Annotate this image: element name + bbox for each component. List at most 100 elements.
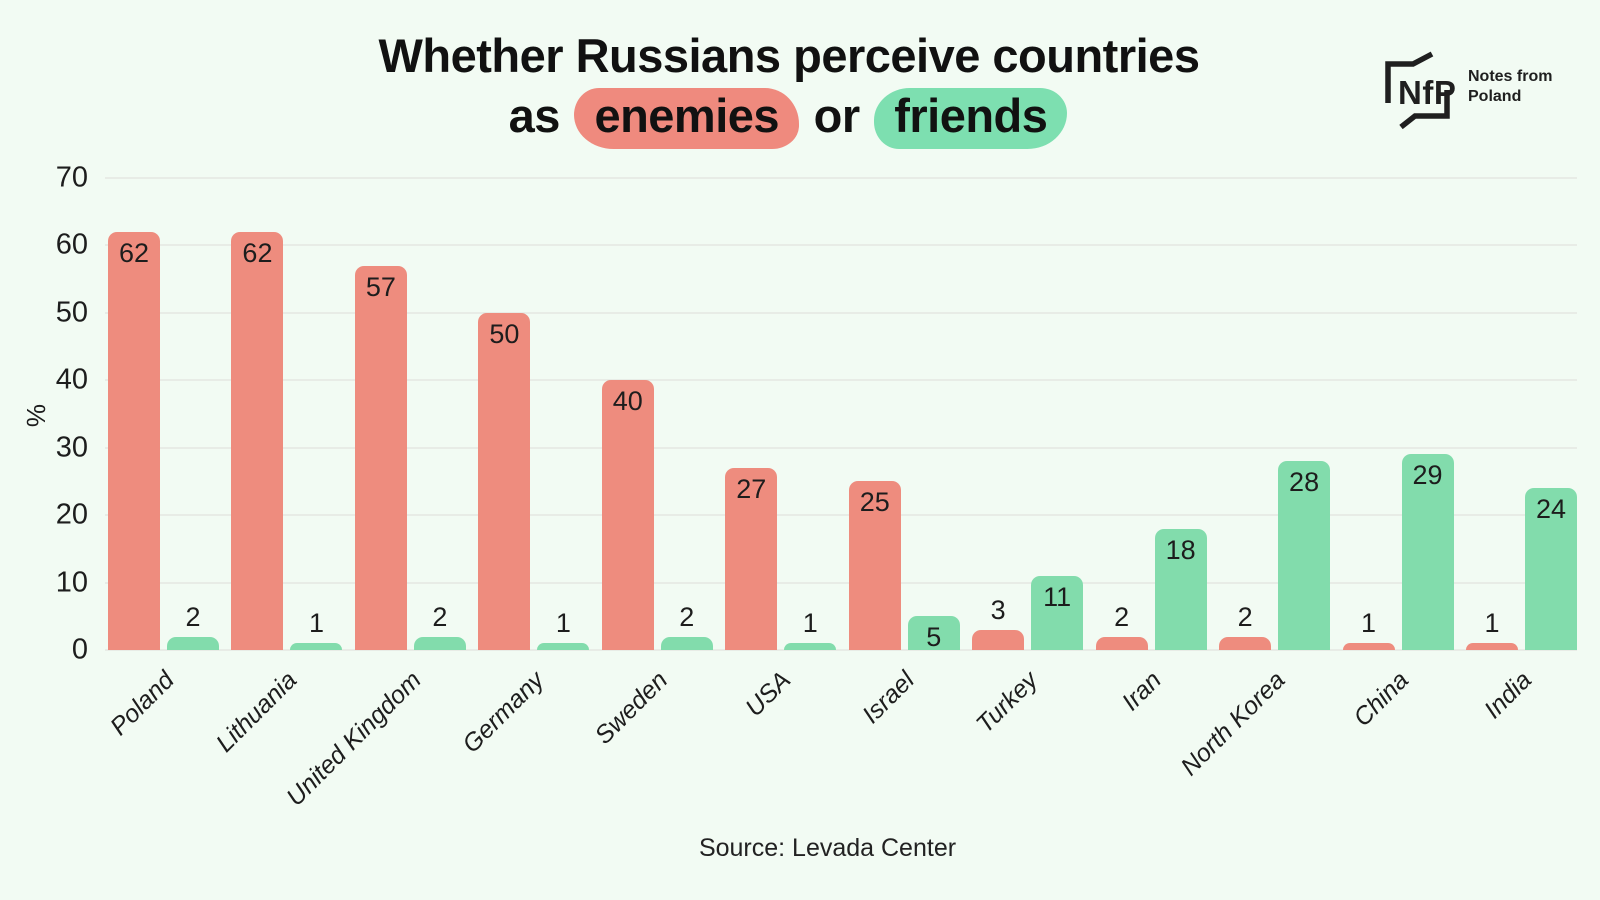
- bar-value-label: 2: [679, 601, 695, 632]
- bar-friends: 18: [1154, 528, 1207, 650]
- bar-value-label: 40: [612, 386, 643, 417]
- y-tick-label: 0: [71, 633, 88, 666]
- bar-value-label: 18: [1165, 534, 1196, 565]
- gridline: [105, 582, 1577, 584]
- bar-value-label: 1: [308, 608, 324, 639]
- y-tick-label: 50: [55, 296, 88, 329]
- bar-value-label: 2: [432, 601, 448, 632]
- gridline: [105, 244, 1577, 246]
- bar-enemies: 50: [478, 312, 531, 650]
- x-axis-label: Israel: [856, 666, 921, 730]
- logo-monogram: NfP: [1398, 74, 1457, 111]
- bar-enemies: 57: [354, 265, 407, 650]
- logo-name-line-2: Poland: [1468, 88, 1522, 105]
- friends-highlight: friends: [874, 88, 1068, 150]
- bar-group: 3 11 Turkey: [971, 178, 1084, 739]
- x-axis-label: Sweden: [589, 666, 674, 750]
- bar-group: 27 1 USA: [725, 178, 837, 722]
- bar-group: 62 1 Lithuania: [211, 178, 343, 758]
- title-conjunction: or: [813, 89, 861, 143]
- bar-enemies: 27: [725, 467, 778, 650]
- bar-value-label: 28: [1289, 467, 1320, 498]
- logo-name-line-1: Notes from: [1468, 68, 1553, 85]
- bar-friends: 11: [1031, 575, 1084, 650]
- y-tick-label: 30: [55, 431, 88, 464]
- bar-group: 50 1 Germany: [457, 178, 590, 758]
- x-axis-label: North Korea: [1175, 666, 1291, 782]
- title-line-1: Whether Russians perceive countries: [378, 29, 1200, 82]
- bar-value-label: 1: [802, 608, 818, 639]
- bar-value-label: 1: [555, 608, 571, 639]
- x-axis-label: Turkey: [970, 666, 1044, 739]
- bar-friends: 29: [1401, 454, 1454, 650]
- bar-value-label: 62: [118, 237, 150, 268]
- bar-value-label: 29: [1412, 460, 1443, 491]
- y-axis-ticks: 0 10 20 30 40 50 60 70: [10, 162, 88, 666]
- x-axis-label: China: [1347, 666, 1414, 732]
- bar-groups: 62 2 Poland 62 1 Lithuania 57 2 United Kingdom 50…: [104, 178, 1577, 812]
- bar-group: 25 5 Israel: [848, 178, 960, 729]
- bar-enemies: 62: [108, 231, 160, 650]
- bar-group: 1 24 India: [1465, 178, 1577, 724]
- bar-enemies: 1: [1342, 608, 1395, 650]
- x-axis-label: Germany: [457, 666, 550, 759]
- bar-friends: 1: [290, 608, 343, 650]
- bar-value-label: 1: [1361, 608, 1377, 639]
- bar-group: 62 2 Poland: [104, 178, 219, 741]
- bar-value-label: 2: [1114, 601, 1130, 632]
- bar-friends: 2: [167, 602, 219, 650]
- x-axis-label: Iran: [1116, 666, 1167, 717]
- bar-group: 57 2 United Kingdom: [281, 178, 466, 812]
- x-axis-label: Lithuania: [211, 666, 303, 758]
- bar-enemies: 2: [1219, 602, 1272, 650]
- bar-friends: 2: [660, 602, 713, 650]
- bar-group: 2 28 North Korea: [1175, 178, 1331, 781]
- bar-enemies: 2: [1095, 602, 1148, 650]
- chart-title: Whether Russians perceive countries as e…: [0, 26, 1578, 150]
- y-tick-label: 70: [55, 161, 88, 194]
- bar-group: 2 18 Iran: [1095, 178, 1207, 716]
- gridline: [105, 312, 1577, 314]
- gridline: [105, 649, 1577, 651]
- bar-friends: 1: [537, 608, 590, 650]
- title-line-2: as enemies or friends: [0, 86, 1578, 150]
- logo-name: Notes from Poland: [1468, 67, 1552, 107]
- source-note: Source: Levada Center: [698, 834, 957, 862]
- y-tick-label: 10: [55, 566, 88, 599]
- bar-value-label: 50: [489, 318, 520, 349]
- gridline: [105, 177, 1577, 179]
- notes-from-poland-logo: NfP Notes from Poland: [1355, 50, 1575, 142]
- bar-friends: 24: [1524, 488, 1577, 650]
- y-tick-label: 20: [55, 498, 88, 531]
- bar-value-label: 11: [1043, 581, 1072, 612]
- enemies-highlight: enemies: [574, 88, 800, 150]
- bar-friends: 1: [784, 608, 837, 650]
- bar-value-label: 2: [1237, 601, 1253, 632]
- bar-friends: 5: [907, 616, 960, 653]
- gridline: [105, 447, 1577, 449]
- y-tick-label: 40: [55, 363, 88, 396]
- bar-value-label: 62: [242, 237, 273, 268]
- bar-value-label: 27: [736, 473, 767, 504]
- x-axis-label: India: [1479, 666, 1538, 725]
- bar-value-label: 5: [926, 622, 942, 653]
- bar-enemies: 40: [601, 380, 654, 650]
- title-prefix: as: [508, 89, 561, 143]
- bar-enemies: 3: [972, 595, 1025, 650]
- bar-value-label: 57: [365, 271, 396, 302]
- plot-area: % 0 10 20 30 40 50 60 70 62 2 Poland 62 1 Lithuania 5…: [21, 162, 1577, 812]
- gridline: [105, 514, 1577, 516]
- bar-enemies: 25: [848, 481, 901, 650]
- bar-value-label: 3: [990, 594, 1006, 625]
- y-tick-label: 60: [55, 228, 88, 261]
- bar-value-label: 2: [185, 601, 201, 632]
- bar-friends: 28: [1278, 461, 1331, 650]
- bar-value-label: 25: [859, 487, 890, 518]
- bar-group: 40 2 Sweden: [589, 178, 713, 750]
- bar-enemies: 1: [1465, 608, 1518, 650]
- x-axis-label: United Kingdom: [280, 666, 427, 812]
- x-axis-label: USA: [740, 666, 797, 723]
- gridline: [105, 379, 1577, 381]
- bar-value-label: 1: [1484, 608, 1500, 639]
